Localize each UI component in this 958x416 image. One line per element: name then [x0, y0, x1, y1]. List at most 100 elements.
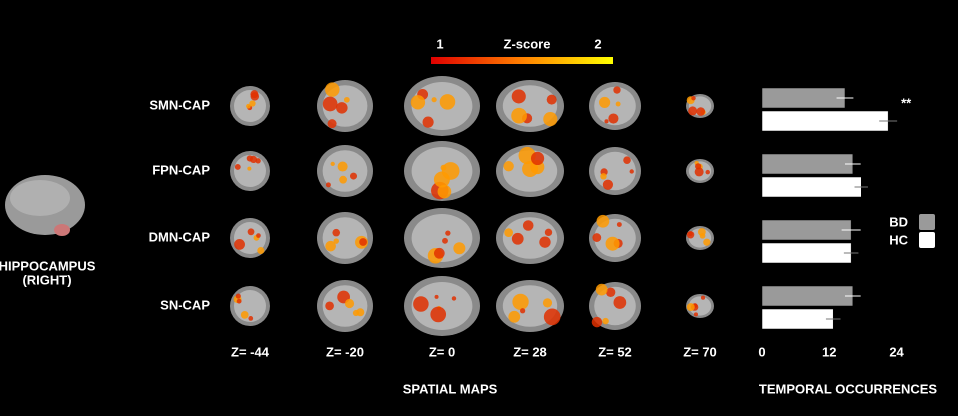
activation-blob: [592, 233, 602, 242]
activation-blob: [322, 96, 338, 112]
slice-label: Z= 28: [513, 344, 547, 359]
activation-blob: [337, 161, 348, 172]
activation-blob: [542, 298, 553, 308]
spatial-maps-label: SPATIAL MAPS: [403, 381, 498, 396]
activation-blob: [511, 232, 524, 245]
activation-blob: [249, 155, 258, 164]
activation-blob: [591, 316, 603, 328]
activation-blob: [344, 298, 355, 309]
activation-blob: [697, 228, 706, 236]
activation-blob: [616, 222, 622, 228]
activation-blob: [695, 163, 702, 170]
activation-blob: [433, 171, 450, 188]
activation-blob: [602, 179, 614, 190]
category-label: FPN-CAP: [152, 162, 210, 177]
activation-blob: [688, 231, 693, 237]
activation-blob: [453, 242, 466, 255]
colorbar: [431, 57, 613, 64]
activation-blob: [544, 228, 553, 237]
legend-swatch: [919, 214, 935, 230]
activation-blob: [613, 86, 621, 94]
activation-blob: [595, 283, 608, 296]
activation-blob: [352, 309, 360, 317]
activation-blob: [240, 311, 249, 319]
bar: [761, 285, 854, 307]
activation-blob: [522, 220, 534, 231]
bar: [761, 219, 852, 241]
activation-blob: [413, 296, 429, 312]
activation-blob: [246, 103, 251, 109]
activation-blob: [602, 317, 609, 325]
slice-label: Z= -20: [326, 344, 364, 359]
activation-blob: [694, 167, 704, 177]
activation-blob: [629, 169, 634, 174]
activation-blob: [235, 293, 241, 299]
bar: [761, 110, 889, 132]
x-tick-label: 12: [822, 344, 836, 359]
category-label: SMN-CAP: [149, 97, 210, 112]
colorbar-tick-label: 1: [436, 36, 443, 51]
activation-blob: [325, 182, 331, 188]
activation-blob: [359, 238, 367, 246]
activation-blob: [350, 172, 358, 180]
activation-blob: [250, 92, 260, 101]
activation-blob: [703, 238, 711, 246]
x-tick-label: 24: [889, 344, 904, 359]
activation-blob: [247, 166, 252, 171]
brain-slice-inner: [322, 150, 368, 192]
activation-blob: [434, 294, 439, 299]
activation-blob: [599, 96, 611, 108]
activation-blob: [430, 306, 447, 323]
activation-blob: [445, 230, 451, 236]
brain-slices: [230, 76, 714, 336]
legend-label: BD: [889, 214, 908, 229]
activation-blob: [543, 112, 558, 127]
seed-brain: [5, 175, 85, 236]
activation-blob: [511, 107, 527, 124]
activation-blob: [257, 247, 265, 255]
bar: [761, 153, 854, 175]
activation-blob: [247, 228, 255, 236]
activation-blob: [336, 102, 348, 114]
bar: [761, 242, 852, 264]
brain-slice-inner: [502, 217, 558, 259]
activation-blob: [543, 308, 561, 326]
x-tick-label: 0: [758, 344, 765, 359]
activation-blob: [613, 296, 627, 309]
activation-blob: [688, 106, 698, 116]
activation-blob: [236, 298, 242, 304]
activation-blob: [325, 240, 336, 252]
activation-blob: [615, 101, 621, 107]
activation-blob: [234, 238, 245, 250]
activation-blob: [608, 113, 619, 124]
activation-blob: [339, 175, 347, 184]
activation-blob: [596, 214, 610, 228]
activation-blob: [325, 82, 340, 97]
slice-label: Z= 70: [683, 344, 717, 359]
colorbar-tick-label: 2: [594, 36, 601, 51]
activation-blob: [604, 119, 609, 124]
activation-blob: [442, 237, 448, 244]
activation-blob: [691, 95, 696, 101]
activation-blob: [410, 95, 426, 110]
brain-slice-inner: [411, 282, 473, 330]
bar: [761, 308, 834, 330]
slice-label: Z= -44: [231, 344, 270, 359]
activation-blob: [437, 184, 452, 199]
brain-slice-inner: [322, 285, 368, 327]
activation-blob: [511, 89, 526, 104]
activation-blob: [705, 169, 710, 175]
activation-blob: [605, 236, 620, 251]
activation-blob: [686, 303, 695, 312]
significance: **: [901, 95, 912, 110]
activation-blob: [333, 238, 339, 244]
activation-blob: [431, 97, 437, 103]
legend-swatch: [919, 232, 935, 248]
activation-blob: [325, 301, 334, 311]
activation-blob: [248, 316, 254, 321]
activation-blob: [256, 233, 261, 238]
bar: [761, 176, 862, 198]
activation-blob: [330, 161, 335, 167]
